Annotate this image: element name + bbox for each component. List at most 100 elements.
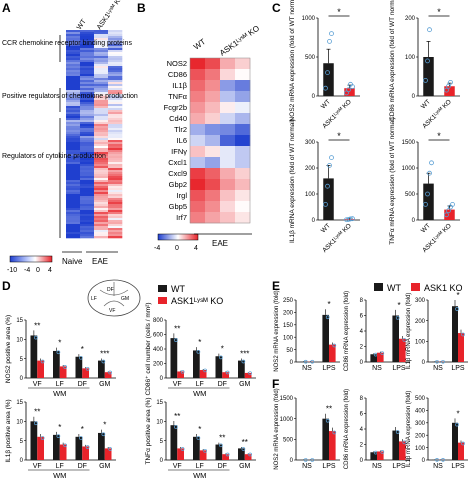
heatmap-a-cell xyxy=(66,212,81,215)
bar xyxy=(392,430,399,460)
wm-label: WM xyxy=(53,471,66,478)
panel-e: E WT ASK1 KO NOS2 mRNA expression (fold)… xyxy=(272,279,468,372)
heatmap-a-cell xyxy=(94,38,109,41)
panel-a-cat-chemokine: Positive regulators of chemokine product… xyxy=(2,93,138,100)
heatmap-a-cell xyxy=(80,208,95,211)
y-tick-label: 5 xyxy=(160,439,164,445)
heatmap-a-cell xyxy=(108,92,123,95)
heatmap-a-cell xyxy=(108,198,123,201)
gene-label-5: Fcgr2b xyxy=(164,103,187,112)
y-tick-label: 600 xyxy=(153,333,164,339)
panel-c-label: C xyxy=(272,1,281,15)
data-point xyxy=(180,369,185,374)
y-tick-label: 2 xyxy=(360,443,364,449)
heatmap-a-cell xyxy=(80,98,95,101)
y-tick-label: 500 xyxy=(305,55,316,61)
heatmap-b-cell xyxy=(235,157,251,169)
heatmap-a-cell xyxy=(80,64,95,67)
heatmap-a-cell xyxy=(80,158,95,161)
heatmap-a-cell xyxy=(108,148,123,151)
heatmap-a-cell xyxy=(80,232,95,235)
bar xyxy=(323,63,334,96)
sig-marker: * xyxy=(437,7,441,17)
y-tick-label: 200 xyxy=(153,362,164,368)
heatmap-a-cell xyxy=(94,232,109,235)
heatmap-a-cell xyxy=(94,86,109,89)
heatmap-a-cell xyxy=(94,204,109,207)
y-tick-label: 200 xyxy=(405,16,416,22)
heatmap-a-cell xyxy=(66,80,81,83)
gene-label-4: TNFα xyxy=(168,92,188,101)
data-point xyxy=(196,349,201,354)
heatmap-a-cell xyxy=(80,60,95,63)
y-tick-label: 0 xyxy=(290,458,294,464)
heatmap-a-cell xyxy=(80,174,95,177)
heatmap-a-cell xyxy=(94,70,109,73)
y-tick-label: 0 xyxy=(312,94,316,100)
data-point xyxy=(402,440,407,445)
heatmap-a-cell xyxy=(66,130,81,133)
heatmap-a-cell xyxy=(80,186,95,189)
heatmap-a-cell xyxy=(94,40,109,43)
heatmap-a-cell xyxy=(66,86,81,89)
heatmap-b-cell xyxy=(235,190,251,202)
heatmap-a-cell xyxy=(94,196,109,199)
data-point xyxy=(34,421,38,426)
heatmap-a-cell xyxy=(94,184,109,187)
heatmap-a-cell xyxy=(94,158,109,161)
heatmap-a-cell xyxy=(80,194,95,197)
heatmap-a-cell xyxy=(94,228,109,231)
heatmap-a-cell xyxy=(108,214,123,217)
heatmap-b-cell xyxy=(190,179,206,191)
data-point xyxy=(108,370,112,375)
x-tick-label: LPS xyxy=(451,365,465,372)
data-point xyxy=(402,338,407,342)
heatmap-a-cell xyxy=(80,106,95,109)
x-tick-label: DF xyxy=(218,463,227,470)
heatmap-a-cell xyxy=(94,100,109,103)
bar xyxy=(215,444,223,460)
data-point xyxy=(461,332,465,337)
heatmap-a-cell xyxy=(80,170,95,173)
data-point xyxy=(323,85,328,91)
bar xyxy=(170,425,178,460)
heatmap-a-cell xyxy=(66,148,81,151)
gene-label-14: Gbp5 xyxy=(169,202,187,211)
heatmap-b-cell xyxy=(205,201,221,213)
heatmap-a-cell xyxy=(94,84,109,87)
x-tick-label: WT xyxy=(320,222,332,234)
heatmap-a-cell xyxy=(66,98,81,101)
heatmap-b-cell xyxy=(220,212,236,224)
inset-df: DF xyxy=(107,287,114,293)
heatmap-a-cell xyxy=(80,110,95,113)
bar xyxy=(177,448,184,460)
panel-f: F NOS2 mRNA expression (fold) 05001000150… xyxy=(272,377,468,470)
y-tick-label: 1000 xyxy=(402,166,416,172)
data-point xyxy=(455,307,459,311)
heatmap-a-cell xyxy=(94,30,109,33)
panel-b: B WT ASK1ᴸʸˢᴹ KO NOS2 CD86 IL1β TNFα Fcgr2b C… xyxy=(137,1,261,252)
bar xyxy=(222,454,229,460)
sig-marker: ** xyxy=(242,438,248,447)
heatmap-a-cell xyxy=(80,140,95,143)
heatmap-a-cell xyxy=(80,118,95,121)
heatmap-a-cell xyxy=(108,132,123,135)
heatmap-b-cell xyxy=(205,212,221,224)
heatmap-b-cell xyxy=(205,58,221,70)
heatmap-a-cell xyxy=(80,166,95,169)
heatmap-a-cell xyxy=(66,58,81,61)
data-point xyxy=(203,368,207,373)
y-tick-label: 4 xyxy=(360,329,364,335)
heatmap-a-cell xyxy=(80,116,95,119)
data-point xyxy=(248,371,252,376)
y-tick-label: 50 xyxy=(286,348,293,354)
bar xyxy=(30,421,38,460)
heatmap-b-cell xyxy=(220,179,236,191)
heatmap-a-cell xyxy=(66,138,81,141)
inset-lf: LF xyxy=(91,296,97,302)
heatmap-b-cell xyxy=(235,179,251,191)
x-tick-label: LPS xyxy=(322,463,336,470)
heatmap-a-cell xyxy=(80,160,95,163)
heatmap-a-cell xyxy=(80,196,95,199)
heatmap-a-cell xyxy=(80,204,95,207)
